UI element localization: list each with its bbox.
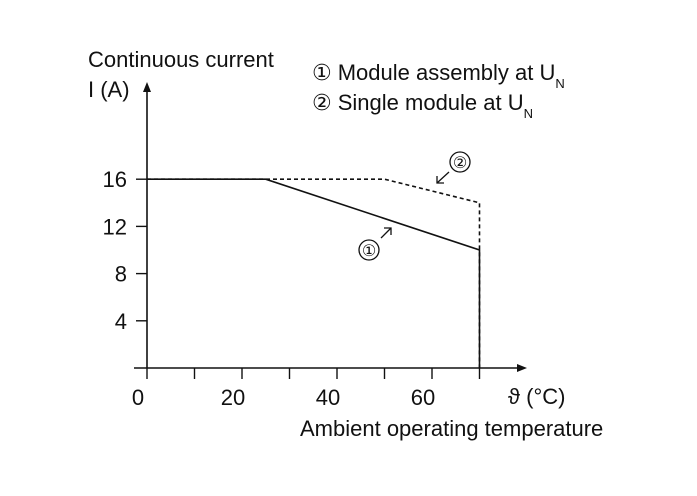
x-tick-label-40: 40 (316, 385, 340, 410)
x-tick-label-0: 0 (132, 385, 144, 410)
annotation-1-arrow (380, 227, 392, 239)
x-axis-unit: ϑ (°C) (508, 384, 565, 409)
y-tick-label-8: 8 (115, 262, 127, 287)
y-axis-title-line2: I (A) (88, 77, 130, 102)
legend: ① Module assembly at UN ② Single module at… (312, 60, 565, 121)
legend-sub-1: N (555, 76, 564, 91)
x-ticks: 0 20 40 60 (132, 368, 481, 410)
legend-marker-1: ① (312, 60, 332, 85)
legend-sub-2: N (524, 106, 533, 121)
legend-label-1: Module assembly at U (338, 60, 556, 85)
annotation-2-arrow (436, 171, 450, 184)
y-axis-title-line1: Continuous current (88, 47, 274, 72)
annotation-1: ① (358, 227, 392, 261)
legend-marker-2: ② (312, 90, 332, 115)
annotation-1-label: ① (362, 243, 376, 260)
y-tick-label-16: 16 (103, 167, 127, 192)
y-tick-label-4: 4 (115, 309, 127, 334)
x-axis-title: Ambient operating temperature (300, 416, 603, 441)
legend-item-1: ① Module assembly at UN (312, 60, 565, 91)
annotation-2: ② (436, 151, 471, 184)
legend-label-2: Single module at U (338, 90, 524, 115)
y-ticks: 4 8 12 16 (103, 167, 147, 334)
x-tick-label-20: 20 (221, 385, 245, 410)
series-layer (147, 178, 481, 368)
series-2-line (147, 178, 481, 368)
x-tick-label-60: 60 (411, 385, 435, 410)
series-1-line (147, 178, 481, 368)
y-axis-arrow (143, 82, 151, 92)
annotation-2-label: ② (453, 155, 467, 172)
y-tick-label-12: 12 (103, 214, 127, 239)
legend-item-2: ② Single module at UN (312, 90, 533, 121)
x-axis-arrow (517, 364, 527, 372)
